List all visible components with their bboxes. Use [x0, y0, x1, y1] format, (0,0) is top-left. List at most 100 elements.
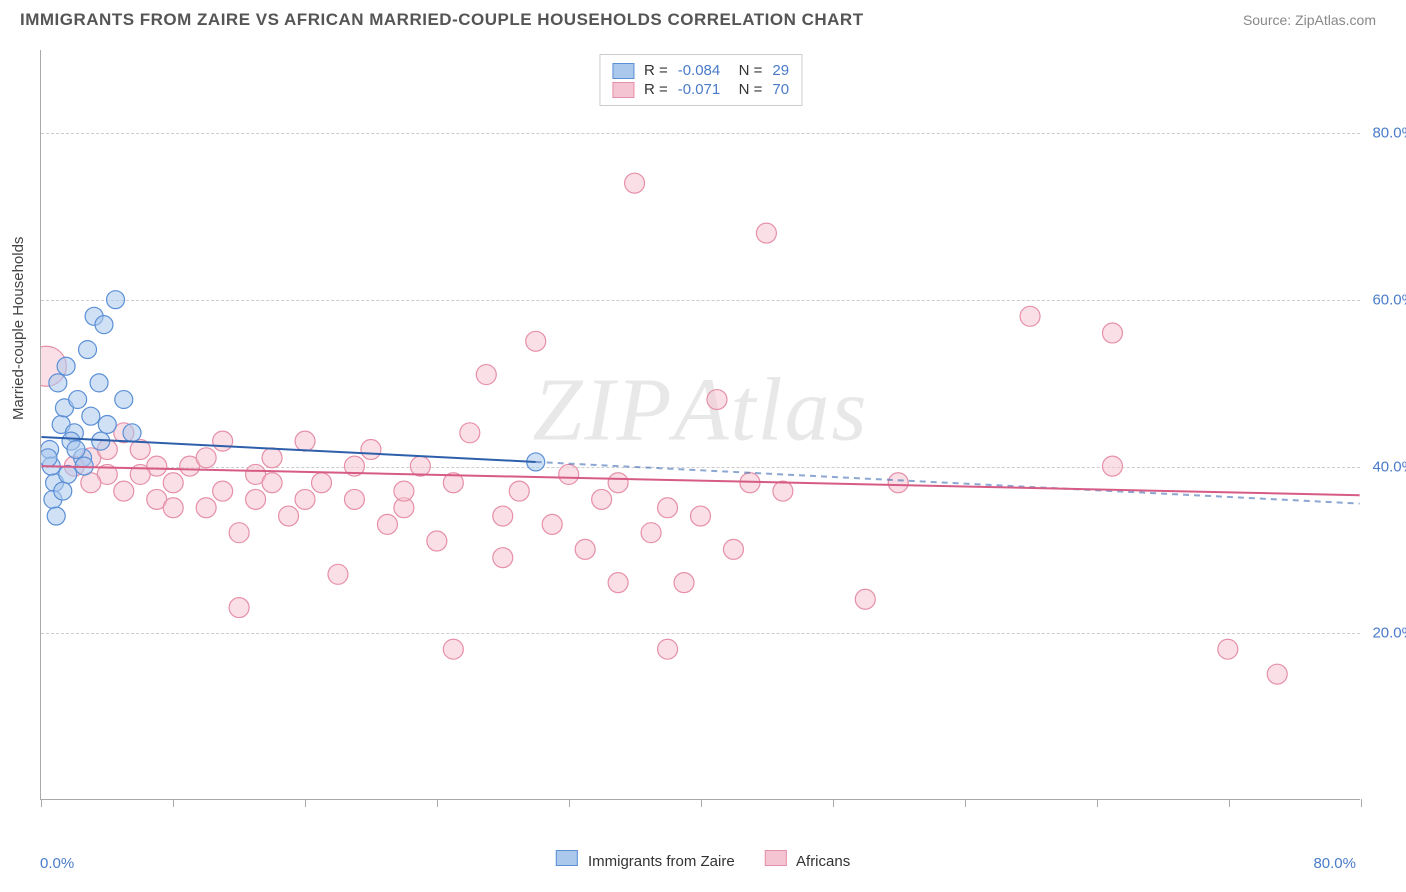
- scatter-point: [54, 482, 72, 500]
- legend-label-zaire: Immigrants from Zaire: [588, 853, 735, 870]
- scatter-point: [641, 523, 661, 543]
- swatch-africans: [612, 82, 634, 98]
- scatter-point: [163, 473, 183, 493]
- scatter-point: [279, 506, 299, 526]
- scatter-point: [262, 448, 282, 468]
- scatter-point: [163, 498, 183, 518]
- scatter-point: [1102, 323, 1122, 343]
- scatter-point: [460, 423, 480, 443]
- scatter-point: [608, 573, 628, 593]
- source-label: Source: ZipAtlas.com: [1243, 12, 1376, 28]
- swatch-zaire-bottom: [556, 850, 578, 866]
- legend-row-africans: R = -0.071 N = 70: [612, 81, 789, 98]
- scatter-point: [344, 489, 364, 509]
- scatter-point: [1218, 639, 1238, 659]
- scatter-point: [658, 498, 678, 518]
- scatter-point: [707, 390, 727, 410]
- scatter-point: [262, 473, 282, 493]
- scatter-point: [328, 564, 348, 584]
- ytick-label: 80.0%: [1372, 125, 1406, 142]
- xtick: [1229, 799, 1230, 807]
- scatter-point: [41, 449, 57, 467]
- scatter-point: [1020, 306, 1040, 326]
- scatter-point: [493, 506, 513, 526]
- scatter-point: [773, 481, 793, 501]
- ytick-label: 40.0%: [1372, 458, 1406, 475]
- legend-label-africans: Africans: [796, 853, 850, 870]
- r-value-zaire: -0.084: [678, 62, 721, 79]
- n-value-zaire: 29: [772, 62, 789, 79]
- legend-item-zaire: Immigrants from Zaire: [556, 850, 735, 870]
- xtick: [833, 799, 834, 807]
- scatter-point: [49, 374, 67, 392]
- xtick: [569, 799, 570, 807]
- scatter-point: [213, 481, 233, 501]
- scatter-point: [674, 573, 694, 593]
- scatter-point: [855, 589, 875, 609]
- scatter-point: [57, 357, 75, 375]
- scatter-point: [196, 498, 216, 518]
- scatter-point: [246, 489, 266, 509]
- scatter-point: [312, 473, 332, 493]
- scatter-point: [47, 507, 65, 525]
- scatter-point: [723, 539, 743, 559]
- header-row: IMMIGRANTS FROM ZAIRE VS AFRICAN MARRIED…: [0, 0, 1406, 35]
- ytick-label: 20.0%: [1372, 625, 1406, 642]
- scatter-point: [756, 223, 776, 243]
- scatter-point: [443, 639, 463, 659]
- scatter-point: [691, 506, 711, 526]
- scatter-point: [229, 523, 249, 543]
- y-axis-title: Married-couple Households: [10, 237, 27, 420]
- scatter-point: [592, 489, 612, 509]
- swatch-zaire: [612, 63, 634, 79]
- chart-plot-area: ZIPAtlas R = -0.084 N = 29 R = -0.071 N …: [40, 50, 1360, 800]
- scatter-point: [410, 456, 430, 476]
- scatter-point: [90, 374, 108, 392]
- scatter-point: [69, 391, 87, 409]
- x-min-label: 0.0%: [40, 855, 74, 872]
- legend-row-zaire: R = -0.084 N = 29: [612, 62, 789, 79]
- scatter-point: [526, 331, 546, 351]
- scatter-point: [625, 173, 645, 193]
- scatter-point: [493, 548, 513, 568]
- scatter-point: [1267, 664, 1287, 684]
- scatter-point: [107, 291, 125, 309]
- series-legend: Immigrants from Zaire Africans: [556, 850, 850, 870]
- scatter-svg: [41, 50, 1360, 799]
- xtick: [701, 799, 702, 807]
- trend-line-dashed: [536, 462, 1360, 504]
- scatter-point: [295, 489, 315, 509]
- scatter-point: [67, 440, 85, 458]
- scatter-point: [888, 473, 908, 493]
- scatter-point: [114, 481, 134, 501]
- scatter-point: [509, 481, 529, 501]
- xtick: [965, 799, 966, 807]
- scatter-point: [559, 464, 579, 484]
- xtick: [305, 799, 306, 807]
- x-max-label: 80.0%: [1313, 855, 1356, 872]
- scatter-point: [394, 481, 414, 501]
- xtick: [41, 799, 42, 807]
- legend-item-africans: Africans: [765, 850, 851, 870]
- scatter-point: [79, 341, 97, 359]
- scatter-point: [95, 316, 113, 334]
- scatter-point: [98, 416, 116, 434]
- scatter-point: [608, 473, 628, 493]
- scatter-point: [115, 391, 133, 409]
- scatter-point: [427, 531, 447, 551]
- scatter-point: [81, 473, 101, 493]
- scatter-point: [59, 465, 77, 483]
- xtick: [173, 799, 174, 807]
- scatter-point: [476, 365, 496, 385]
- ytick-label: 60.0%: [1372, 292, 1406, 309]
- scatter-point: [361, 439, 381, 459]
- scatter-point: [575, 539, 595, 559]
- scatter-point: [658, 639, 678, 659]
- chart-title: IMMIGRANTS FROM ZAIRE VS AFRICAN MARRIED…: [20, 10, 864, 30]
- correlation-legend: R = -0.084 N = 29 R = -0.071 N = 70: [599, 54, 802, 106]
- xtick: [1097, 799, 1098, 807]
- scatter-point: [123, 424, 141, 442]
- scatter-point: [229, 598, 249, 618]
- scatter-point: [295, 431, 315, 451]
- scatter-point: [82, 407, 100, 425]
